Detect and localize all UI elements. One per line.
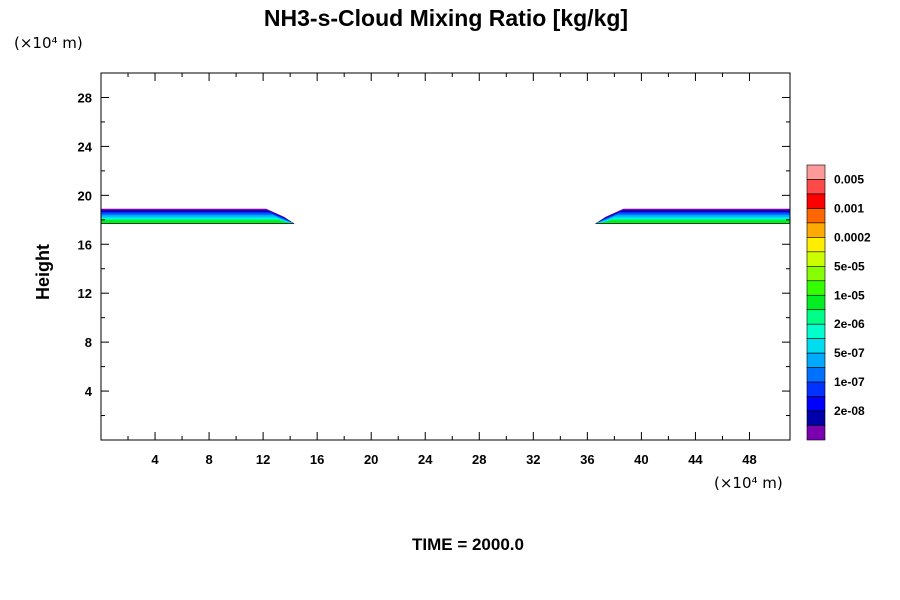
colorbar-swatch bbox=[806, 294, 826, 311]
x-tick-label: 12 bbox=[256, 452, 270, 467]
cloud-band bbox=[101, 219, 295, 224]
y-unit-label: (×10⁴ m) bbox=[14, 34, 83, 52]
x-tick-label: 32 bbox=[526, 452, 540, 467]
colorbar-swatch bbox=[806, 410, 826, 426]
colorbar-swatch bbox=[806, 266, 826, 282]
x-tick-label: 48 bbox=[742, 452, 756, 467]
colorbar-label: 1e-05 bbox=[834, 288, 865, 302]
colorbar-swatch bbox=[806, 280, 826, 296]
colorbar-label: 0.0002 bbox=[834, 230, 871, 244]
cloud-layer bbox=[101, 208, 790, 224]
colorbar-label: 2e-06 bbox=[834, 317, 865, 331]
chart-title: NH3-s-Cloud Mixing Ratio [kg/kg] bbox=[264, 5, 628, 31]
colorbar-label: 2e-08 bbox=[834, 404, 865, 418]
y-tick-label: 8 bbox=[85, 335, 92, 350]
y-tick-label: 20 bbox=[78, 188, 92, 203]
y-tick-label: 16 bbox=[78, 237, 92, 252]
y-tick-label: 28 bbox=[78, 90, 92, 105]
colorbar-label: 5e-05 bbox=[834, 259, 865, 273]
x-tick-label: 28 bbox=[472, 452, 486, 467]
y-tick-label: 24 bbox=[78, 139, 93, 154]
colorbar-swatch bbox=[806, 164, 826, 180]
x-tick-label: 20 bbox=[364, 452, 378, 467]
colorbar-swatch bbox=[806, 309, 826, 325]
colorbar-swatch bbox=[806, 338, 826, 354]
x-tick-label: 44 bbox=[688, 452, 703, 467]
x-unit-label: (×10⁴ m) bbox=[714, 474, 783, 492]
colorbar-swatch bbox=[806, 367, 826, 383]
x-tick-label: 8 bbox=[205, 452, 212, 467]
y-tick-label: 4 bbox=[85, 384, 93, 399]
x-tick-label: 24 bbox=[418, 452, 433, 467]
colorbar: 0.005 0.001 0.0002 5e-05 1e-05 2e-06 5e-07 1e-0… bbox=[806, 164, 871, 441]
colorbar-swatch bbox=[806, 396, 826, 412]
x-tick-label: 36 bbox=[580, 452, 594, 467]
colorbar-swatch bbox=[806, 237, 826, 253]
colorbar-label: 0.001 bbox=[834, 201, 864, 215]
y-tick-label: 12 bbox=[78, 286, 92, 301]
colorbar-label: 0.005 bbox=[834, 172, 864, 186]
colorbar-swatch bbox=[806, 208, 826, 224]
colorbar-swatch bbox=[806, 323, 826, 339]
colorbar-swatch bbox=[806, 222, 826, 238]
colorbar-swatch bbox=[806, 179, 826, 195]
y-axis-label: Height bbox=[33, 244, 53, 300]
colorbar-swatch bbox=[806, 381, 826, 397]
x-tick-label: 40 bbox=[634, 452, 648, 467]
colorbar-swatch bbox=[806, 251, 826, 267]
colorbar-swatch bbox=[806, 352, 826, 368]
plot-frame bbox=[100, 72, 791, 441]
colorbar-label: 1e-07 bbox=[834, 375, 865, 389]
colorbar-label: 5e-07 bbox=[834, 346, 865, 360]
time-label: TIME = 2000.0 bbox=[412, 535, 524, 554]
colorbar-swatch bbox=[806, 425, 826, 441]
colorbar-swatch bbox=[806, 193, 826, 209]
x-tick-label: 16 bbox=[310, 452, 324, 467]
x-tick-label: 4 bbox=[151, 452, 159, 467]
cloud-band bbox=[595, 219, 790, 224]
